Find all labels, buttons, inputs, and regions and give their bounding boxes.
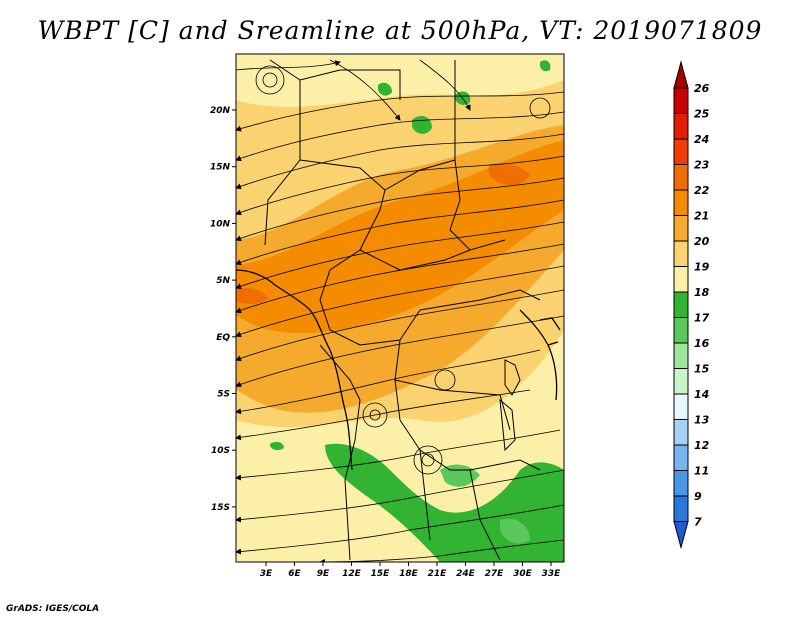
lat-tick-label: 15N (210, 163, 231, 173)
lon-tick-label: 9E (317, 569, 330, 579)
colorbar-segment (673, 164, 689, 191)
latitude-axis: 20N 15N 10N 5N EQ 5S 10S 15S (210, 106, 236, 513)
colorbar-label: 9 (694, 490, 702, 503)
lon-tick-label: 12E (342, 569, 362, 579)
lon-tick-label: 30E (513, 569, 533, 579)
lon-tick-label: 18E (399, 569, 419, 579)
colorbar-label: 19 (694, 261, 710, 274)
colorbar-segment (673, 444, 689, 471)
lat-tick-label: 15S (211, 503, 230, 513)
colorbar-segment (673, 419, 689, 446)
colorbar-label: 20 (694, 235, 710, 248)
lat-tick-label: 10S (211, 446, 230, 456)
lat-tick-label: 5N (216, 276, 230, 286)
colorbar-segment (673, 368, 689, 395)
colorbar-segment (673, 317, 689, 344)
colorbar-label: 18 (694, 286, 710, 299)
colorbar-segment (673, 138, 689, 165)
colorbar-label: 11 (694, 465, 709, 478)
colorbar-label: 13 (694, 414, 710, 427)
colorbar-label: 16 (694, 337, 710, 350)
lat-tick-label: 20N (210, 106, 231, 116)
lon-tick-label: 3E (260, 569, 273, 579)
colorbar-segment (673, 240, 689, 267)
colorbar-label: 15 (694, 363, 710, 376)
colorbar-label: 23 (694, 159, 710, 172)
lon-tick-label: 15E (371, 569, 391, 579)
chart-title: WBPT [C] and Sreamline at 500hPa, VT: 20… (37, 16, 763, 45)
colorbar-label: 24 (694, 133, 709, 146)
colorbar-segment (673, 215, 689, 242)
colorbar-segment (673, 495, 689, 522)
lon-tick-label: 33E (542, 569, 562, 579)
colorbar-segment (673, 87, 689, 114)
streamlines (236, 59, 564, 562)
colorbar-bottom-arrow (673, 521, 689, 550)
colorbar-segment (673, 113, 689, 140)
colorbar-label: 7 (694, 516, 702, 529)
wbpt-shading (236, 54, 564, 562)
colorbar-label: 14 (694, 388, 709, 401)
colorbar-segment (673, 291, 689, 318)
colorbar-top-arrow (673, 60, 689, 89)
colorbar-segment (673, 393, 689, 420)
colorbar-label: 22 (694, 184, 710, 197)
lon-tick-label: 6E (288, 569, 301, 579)
colorbar-label: 12 (694, 439, 710, 452)
map-frame (235, 53, 565, 563)
lon-tick-label: 21E (428, 569, 448, 579)
colorbar-segment (673, 189, 689, 216)
longitude-axis: 3E 6E 9E 12E 15E 18E 21E 24E 27E 30E 33E (260, 562, 561, 579)
colorbar-label: 25 (694, 108, 710, 121)
colorbar-label: 21 (694, 210, 709, 223)
lat-tick-label: EQ (216, 333, 230, 343)
colorbar: 26 25 24 23 22 21 20 19 18 17 16 15 14 13 12 11 9 7 (673, 60, 710, 550)
lat-tick-label: 5S (217, 390, 230, 400)
lon-tick-label: 27E (485, 569, 505, 579)
lat-tick-label: 10N (210, 219, 231, 229)
colorbar-segment (673, 470, 689, 497)
lon-tick-label: 24E (456, 569, 476, 579)
colorbar-segment (673, 266, 689, 293)
colorbar-label: 17 (694, 312, 710, 325)
colorbar-segment (673, 342, 689, 369)
colorbar-label: 26 (694, 82, 710, 95)
credit-label: GrADS: IGES/COLA (6, 604, 100, 614)
